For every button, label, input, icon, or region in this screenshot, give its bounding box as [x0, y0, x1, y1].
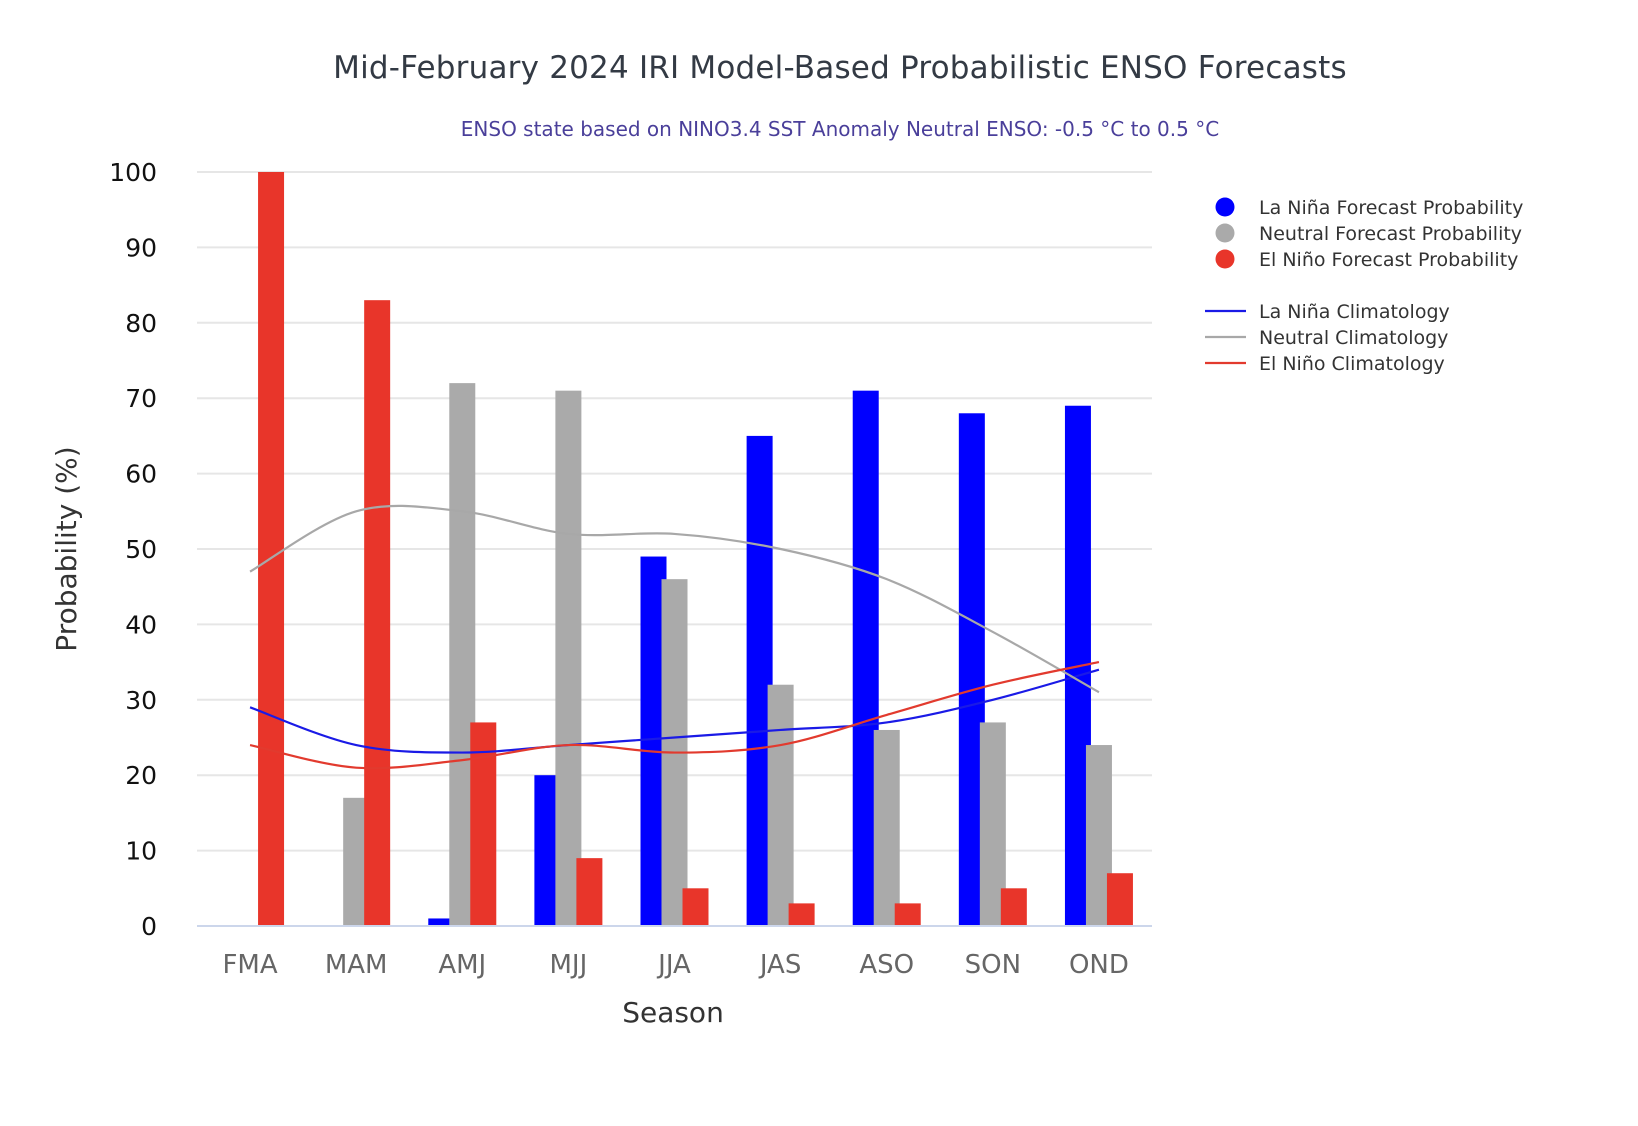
legend: La Niña Forecast Probability Neutral Fore… [1205, 197, 1523, 375]
bar[interactable] [1106, 873, 1133, 926]
bar[interactable] [364, 300, 391, 926]
x-tick-label: JAS [758, 950, 802, 980]
y-axis-title: Probability (%) [50, 446, 83, 651]
y-tick-label: 20 [125, 761, 157, 790]
bar[interactable] [576, 858, 603, 926]
x-tick-label: MAM [325, 950, 388, 980]
bar[interactable] [258, 172, 285, 926]
legend-marker[interactable] [1215, 197, 1235, 217]
legend-label[interactable]: Neutral Forecast Probability [1259, 223, 1522, 245]
x-tick-label: MJJ [549, 950, 587, 980]
climatology-lines [249, 504, 1100, 770]
y-tick-label: 70 [125, 384, 157, 413]
chart-title: Mid-February 2024 IRI Model-Based Probab… [333, 50, 1347, 86]
x-tick-label: AMJ [438, 950, 486, 980]
legend-marker[interactable] [1215, 223, 1235, 243]
y-tick-label: 80 [125, 309, 157, 338]
legend-label[interactable]: Neutral Climatology [1259, 327, 1448, 349]
y-tick-label: 60 [125, 460, 157, 489]
bar[interactable] [873, 729, 900, 926]
bar[interactable] [555, 390, 582, 926]
bar[interactable] [894, 903, 921, 926]
bar[interactable] [767, 684, 794, 926]
y-tick-label: 10 [125, 837, 157, 866]
x-axis-ticks: FMA MAM AMJ MJJ JJA JAS ASO SON OND [222, 950, 1128, 980]
y-tick-label: 30 [125, 686, 157, 715]
y-tick-label: 50 [125, 535, 157, 564]
x-axis-title: Season [622, 996, 724, 1029]
climatology-line [249, 661, 1100, 770]
x-tick-label: ASO [859, 950, 914, 980]
x-tick-label: JJA [656, 950, 691, 980]
bar[interactable] [682, 888, 709, 926]
y-tick-label: 100 [109, 158, 157, 187]
y-tick-label: 90 [125, 233, 157, 262]
climatology-line [249, 668, 1100, 754]
y-tick-label: 0 [141, 912, 157, 941]
bar[interactable] [788, 903, 815, 926]
legend-label[interactable]: El Niño Forecast Probability [1259, 249, 1518, 271]
y-tick-label: 40 [125, 610, 157, 639]
chart-subtitle: ENSO state based on NINO3.4 SST Anomaly … [460, 117, 1220, 141]
climatology-line [249, 504, 1100, 694]
y-axis-ticks: 0 10 20 30 40 50 60 70 80 90 100 [109, 158, 157, 941]
x-tick-label: SON [965, 950, 1021, 980]
x-tick-label: FMA [222, 950, 277, 980]
legend-label[interactable]: El Niño Climatology [1259, 353, 1445, 375]
x-tick-label: OND [1069, 950, 1129, 980]
legend-label[interactable]: La Niña Climatology [1259, 301, 1450, 323]
legend-marker[interactable] [1215, 249, 1235, 269]
legend-label[interactable]: La Niña Forecast Probability [1259, 197, 1523, 219]
bar[interactable] [428, 918, 455, 926]
bar[interactable] [1000, 888, 1027, 926]
